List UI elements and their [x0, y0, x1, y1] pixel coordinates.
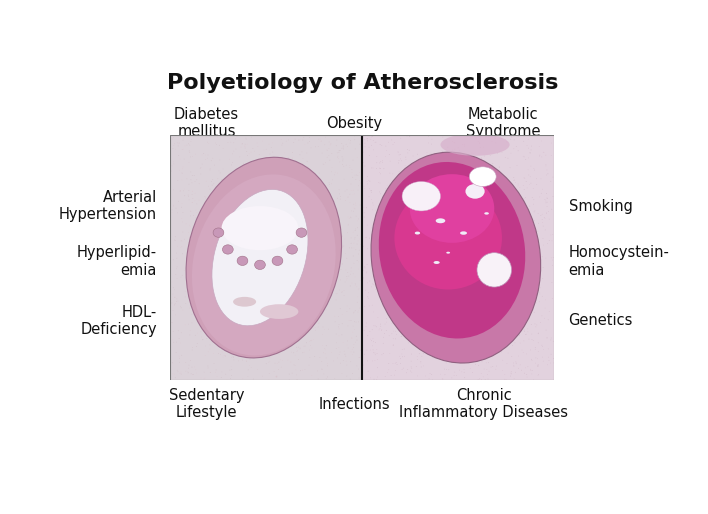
- Text: Obesity: Obesity: [326, 116, 383, 131]
- Text: HDL-
Deficiency: HDL- Deficiency: [81, 305, 157, 337]
- Text: Arterial
Hypertension: Arterial Hypertension: [59, 190, 157, 223]
- Text: Genetics: Genetics: [569, 314, 633, 328]
- Text: Chronic
Inflammatory Diseases: Chronic Inflammatory Diseases: [399, 388, 568, 420]
- FancyBboxPatch shape: [362, 135, 554, 380]
- Text: Metabolic
Syndrome: Metabolic Syndrome: [466, 107, 540, 139]
- Text: Polyetiology of Atherosclerosis: Polyetiology of Atherosclerosis: [167, 74, 559, 94]
- Text: Diabetes
mellitus: Diabetes mellitus: [174, 107, 239, 139]
- Text: Sedentary
Lifestyle: Sedentary Lifestyle: [169, 388, 244, 420]
- FancyBboxPatch shape: [170, 135, 554, 380]
- Text: Smoking: Smoking: [569, 198, 632, 214]
- Text: Infections: Infections: [319, 396, 390, 412]
- Text: Hyperlipid-
emia: Hyperlipid- emia: [77, 245, 157, 278]
- Text: Homocystein-
emia: Homocystein- emia: [569, 245, 670, 278]
